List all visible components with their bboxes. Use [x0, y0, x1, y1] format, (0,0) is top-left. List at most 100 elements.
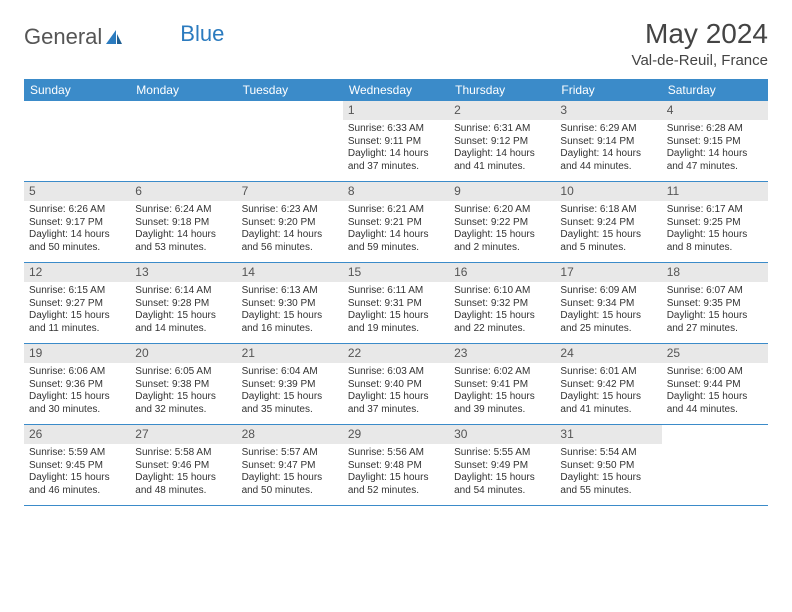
weekday-sat: Saturday	[662, 79, 768, 101]
sunset-text: Sunset: 9:28 PM	[135, 298, 231, 311]
day-number: 4	[662, 101, 768, 120]
sunset-text: Sunset: 9:18 PM	[135, 217, 231, 230]
sunset-text: Sunset: 9:24 PM	[560, 217, 656, 230]
day-cell: 1Sunrise: 6:33 AMSunset: 9:11 PMDaylight…	[343, 101, 449, 181]
daylight-text: Daylight: 15 hours and 41 minutes.	[560, 391, 656, 416]
brand-name-a: General	[24, 24, 102, 50]
day-cell: 14Sunrise: 6:13 AMSunset: 9:30 PMDayligh…	[237, 263, 343, 343]
daylight-text: Daylight: 14 hours and 59 minutes.	[348, 229, 444, 254]
daylight-text: Daylight: 14 hours and 37 minutes.	[348, 148, 444, 173]
day-number: 5	[24, 182, 130, 201]
day-number: 31	[555, 425, 661, 444]
daylight-text: Daylight: 15 hours and 39 minutes.	[454, 391, 550, 416]
brand-logo: General Blue	[24, 24, 224, 50]
day-number: 28	[237, 425, 343, 444]
sunset-text: Sunset: 9:27 PM	[29, 298, 125, 311]
day-cell	[662, 425, 768, 505]
daylight-text: Daylight: 14 hours and 44 minutes.	[560, 148, 656, 173]
sunrise-text: Sunrise: 6:20 AM	[454, 204, 550, 217]
day-number: 17	[555, 263, 661, 282]
week-row: 19 Sunrise: 6:06 AMSunset: 9:36 PM Dayligh…	[24, 344, 768, 425]
weekday-sun: Sunday	[24, 79, 130, 101]
sunset-text: Sunset: 9:32 PM	[454, 298, 550, 311]
sunrise-text: Sunrise: 6:00 AM	[667, 366, 763, 379]
weekday-wed: Wednesday	[343, 79, 449, 101]
day-cell: 23Sunrise: 6:02 AMSunset: 9:41 PMDayligh…	[449, 344, 555, 424]
day-cell: 29Sunrise: 5:56 AMSunset: 9:48 PMDayligh…	[343, 425, 449, 505]
daylight-text: Daylight: 14 hours and 53 minutes.	[135, 229, 231, 254]
sunrise-text: Sunrise: 6:33 AM	[348, 123, 444, 136]
sunrise-text: Sunrise: 6:31 AM	[454, 123, 550, 136]
sunset-text: Sunset: 9:36 PM	[29, 379, 125, 392]
sunrise-text: Sunrise: 5:57 AM	[242, 447, 338, 460]
daylight-text: Daylight: 15 hours and 54 minutes.	[454, 472, 550, 497]
daylight-text: Daylight: 14 hours and 41 minutes.	[454, 148, 550, 173]
sunset-text: Sunset: 9:49 PM	[454, 460, 550, 473]
daylight-text: Daylight: 14 hours and 47 minutes.	[667, 148, 763, 173]
sunset-text: Sunset: 9:48 PM	[348, 460, 444, 473]
sunrise-text: Sunrise: 5:54 AM	[560, 447, 656, 460]
sunset-text: Sunset: 9:46 PM	[135, 460, 231, 473]
day-cell: 25Sunrise: 6:00 AMSunset: 9:44 PMDayligh…	[662, 344, 768, 424]
sail-icon	[104, 28, 124, 46]
sunset-text: Sunset: 9:39 PM	[242, 379, 338, 392]
sunset-text: Sunset: 9:15 PM	[667, 136, 763, 149]
daylight-text: Daylight: 15 hours and 48 minutes.	[135, 472, 231, 497]
daylight-text: Daylight: 15 hours and 44 minutes.	[667, 391, 763, 416]
daylight-text: Daylight: 15 hours and 32 minutes.	[135, 391, 231, 416]
day-number: 19	[24, 344, 130, 363]
day-number: 20	[130, 344, 236, 363]
week-row: 5Sunrise: 6:26 AMSunset: 9:17 PMDaylight…	[24, 182, 768, 263]
day-cell: 3Sunrise: 6:29 AMSunset: 9:14 PMDaylight…	[555, 101, 661, 181]
daylight-text: Daylight: 15 hours and 50 minutes.	[242, 472, 338, 497]
sunrise-text: Sunrise: 6:06 AM	[29, 366, 125, 379]
sunset-text: Sunset: 9:44 PM	[667, 379, 763, 392]
sunset-text: Sunset: 9:38 PM	[135, 379, 231, 392]
day-number: 11	[662, 182, 768, 201]
day-number: 24	[555, 344, 661, 363]
daylight-text: Daylight: 15 hours and 35 minutes.	[242, 391, 338, 416]
sunset-text: Sunset: 9:35 PM	[667, 298, 763, 311]
day-number: 8	[343, 182, 449, 201]
brand-name-b: Blue	[180, 21, 224, 47]
sunset-text: Sunset: 9:34 PM	[560, 298, 656, 311]
day-number: 21	[237, 344, 343, 363]
sunrise-text: Sunrise: 6:03 AM	[348, 366, 444, 379]
week-row: 1Sunrise: 6:33 AMSunset: 9:11 PMDaylight…	[24, 101, 768, 182]
sunrise-text: Sunrise: 6:09 AM	[560, 285, 656, 298]
day-cell: 18Sunrise: 6:07 AMSunset: 9:35 PMDayligh…	[662, 263, 768, 343]
daylight-text: Daylight: 15 hours and 22 minutes.	[454, 310, 550, 335]
sunset-text: Sunset: 9:30 PM	[242, 298, 338, 311]
week-row: 12 Sunrise: 6:15 AMSunset: 9:27 PM Dayligh…	[24, 263, 768, 344]
daylight-text: Daylight: 15 hours and 19 minutes.	[348, 310, 444, 335]
sunrise-text: Sunrise: 6:26 AM	[29, 204, 125, 217]
day-number: 22	[343, 344, 449, 363]
sunrise-text: Sunrise: 6:07 AM	[667, 285, 763, 298]
day-cell: 21Sunrise: 6:04 AMSunset: 9:39 PMDayligh…	[237, 344, 343, 424]
title-block: May 2024 Val-de-Reuil, France	[632, 18, 768, 69]
sunset-text: Sunset: 9:11 PM	[348, 136, 444, 149]
day-number: 6	[130, 182, 236, 201]
daylight-text: Daylight: 14 hours and 50 minutes.	[29, 229, 125, 254]
day-number: 2	[449, 101, 555, 120]
sunrise-text: Sunrise: 5:56 AM	[348, 447, 444, 460]
sunset-text: Sunset: 9:22 PM	[454, 217, 550, 230]
sunrise-text: Sunrise: 6:18 AM	[560, 204, 656, 217]
day-cell: 17Sunrise: 6:09 AMSunset: 9:34 PMDayligh…	[555, 263, 661, 343]
day-number: 12	[24, 263, 130, 282]
sunrise-text: Sunrise: 6:15 AM	[29, 285, 125, 298]
day-cell: 24Sunrise: 6:01 AMSunset: 9:42 PMDayligh…	[555, 344, 661, 424]
day-number: 29	[343, 425, 449, 444]
day-cell: 30Sunrise: 5:55 AMSunset: 9:49 PMDayligh…	[449, 425, 555, 505]
sunset-text: Sunset: 9:47 PM	[242, 460, 338, 473]
daylight-text: Daylight: 15 hours and 16 minutes.	[242, 310, 338, 335]
sunset-text: Sunset: 9:17 PM	[29, 217, 125, 230]
day-cell: 19Sunrise: 6:06 AMSunset: 9:36 PMDayligh…	[24, 344, 130, 424]
sunset-text: Sunset: 9:50 PM	[560, 460, 656, 473]
day-cell: 26Sunrise: 5:59 AMSunset: 9:45 PMDayligh…	[24, 425, 130, 505]
sunrise-text: Sunrise: 6:10 AM	[454, 285, 550, 298]
location-label: Val-de-Reuil, France	[632, 52, 768, 69]
daylight-text: Daylight: 15 hours and 55 minutes.	[560, 472, 656, 497]
sunrise-text: Sunrise: 6:24 AM	[135, 204, 231, 217]
sunset-text: Sunset: 9:40 PM	[348, 379, 444, 392]
